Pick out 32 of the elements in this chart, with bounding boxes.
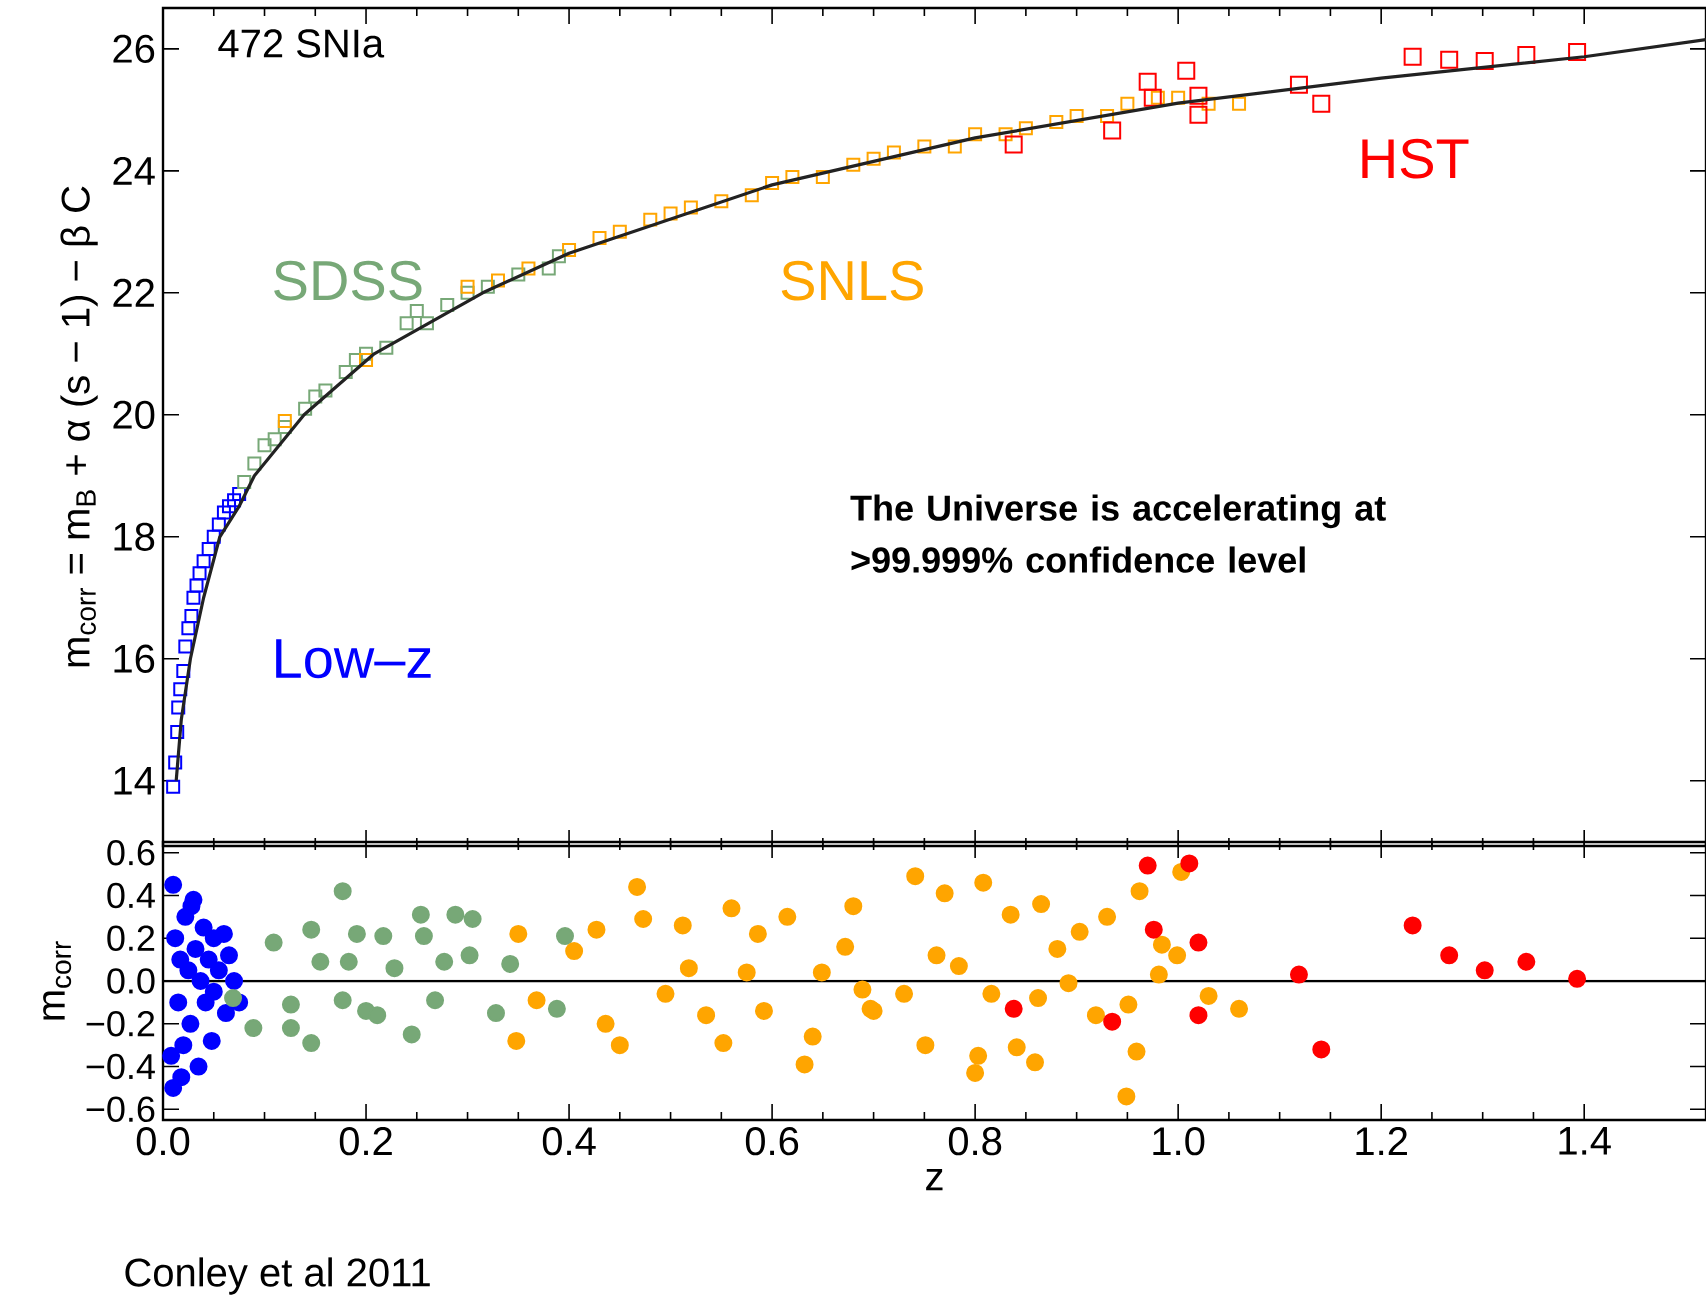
- y-axis-title: m$_{corr}$ = m$_{B}$ + α (s − 1) − β C: [60, 186, 98, 667]
- y-tick-label: 18: [114, 522, 155, 551]
- y-tick-label: 0.2: [107, 925, 155, 951]
- series-label: Low–z: [276, 639, 431, 679]
- y-tick-label: 14: [114, 766, 155, 795]
- x-tick-label: 1.4: [1559, 1127, 1611, 1155]
- y-tick-label: 16: [114, 644, 155, 673]
- text: Conley et al 2011: [125, 1257, 430, 1295]
- y-tick-label: 22: [113, 278, 154, 307]
- y-tick-label: 0.4: [107, 882, 155, 909]
- series-label: HST: [1362, 138, 1469, 179]
- annotation: 472 SNIa: [218, 29, 385, 58]
- x-tick-label: 0.6: [745, 1127, 799, 1156]
- x-tick-label: 0.8: [948, 1127, 1002, 1156]
- annotation: The Universe is accelerating at >99.999% confidence level: [850, 494, 1386, 573]
- x-tick-label: 1.2: [1356, 1127, 1407, 1155]
- series-label: SNLS: [781, 260, 923, 301]
- y-tick-label: −0.4: [86, 1053, 155, 1080]
- y-tick-label: −0.2: [86, 1011, 155, 1037]
- y-axis-title: m$_{corr}$: [43, 941, 72, 1020]
- x-tick-label: 1.0: [1153, 1127, 1205, 1156]
- y-tick-label: 24: [113, 156, 155, 185]
- x-axis-title: z: [926, 1169, 943, 1191]
- x-tick-label: 0.0: [136, 1127, 190, 1156]
- x-tick-label: 0.4: [542, 1127, 596, 1156]
- x-tick-label: 0.2: [339, 1127, 392, 1156]
- y-tick-label: 20: [113, 400, 155, 429]
- y-tick-label: −0.6: [86, 1096, 155, 1123]
- y-tick-label: 0.6: [107, 839, 155, 866]
- series-label: SDSS: [274, 260, 422, 301]
- y-tick-label: 0.0: [107, 968, 155, 994]
- y-tick-label: 26: [113, 34, 155, 63]
